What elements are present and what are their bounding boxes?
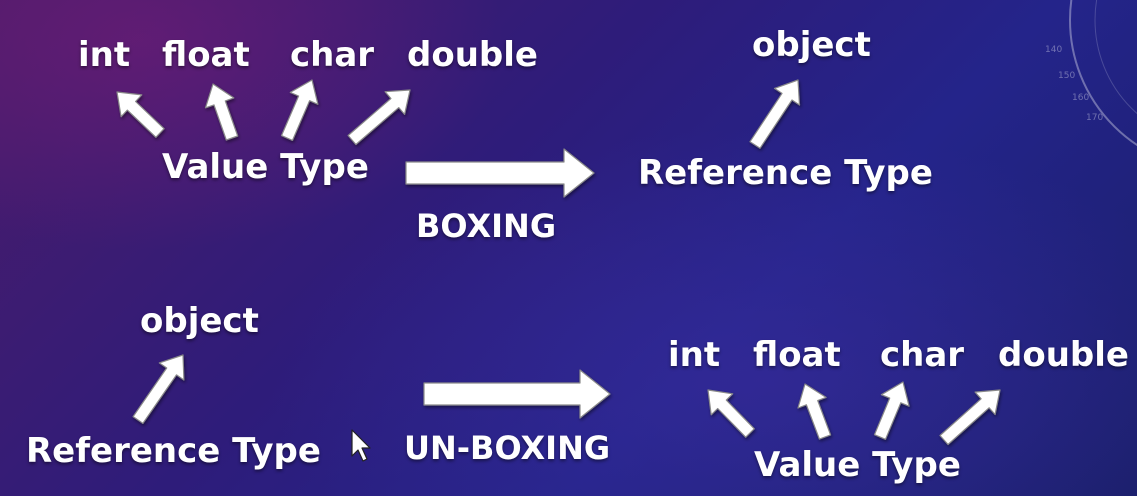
arrow-to-float bbox=[204, 83, 239, 141]
value-type-double: double bbox=[407, 35, 538, 75]
boxing-arrow bbox=[405, 148, 595, 198]
object-label: object bbox=[140, 301, 259, 341]
unboxing-arrow bbox=[423, 369, 611, 419]
arrow-to-double bbox=[939, 389, 1001, 446]
value-type-char: char bbox=[880, 335, 965, 375]
value-type-double: double bbox=[998, 335, 1129, 375]
object-label: object bbox=[752, 25, 871, 65]
arrow-to-char bbox=[873, 381, 910, 440]
arrow-to-float bbox=[797, 383, 832, 440]
reference-type-label: Reference Type bbox=[638, 153, 933, 193]
arrow-to-int bbox=[116, 91, 165, 138]
svg-text:160: 160 bbox=[1072, 93, 1089, 103]
boxing-label: BOXING bbox=[416, 207, 557, 245]
value-type-char: char bbox=[290, 35, 375, 75]
arrow-to-object bbox=[749, 79, 801, 149]
unboxing-label: UN-BOXING bbox=[404, 429, 611, 467]
value-type-label: Value Type bbox=[754, 445, 961, 485]
value-type-float: float bbox=[753, 335, 841, 375]
svg-text:140: 140 bbox=[1045, 45, 1062, 55]
value-type-int: int bbox=[78, 35, 131, 75]
value-type-int: int bbox=[668, 335, 721, 375]
svg-text:150: 150 bbox=[1058, 71, 1075, 81]
value-type-label: Value Type bbox=[162, 147, 369, 187]
arrow-to-char bbox=[280, 79, 319, 141]
value-type-float: float bbox=[162, 35, 250, 75]
arrow-to-int bbox=[707, 389, 755, 438]
arrow-to-double bbox=[347, 89, 411, 146]
arrow-to-object bbox=[132, 354, 185, 424]
reference-type-label: Reference Type bbox=[26, 431, 321, 471]
svg-text:170: 170 bbox=[1086, 113, 1103, 123]
